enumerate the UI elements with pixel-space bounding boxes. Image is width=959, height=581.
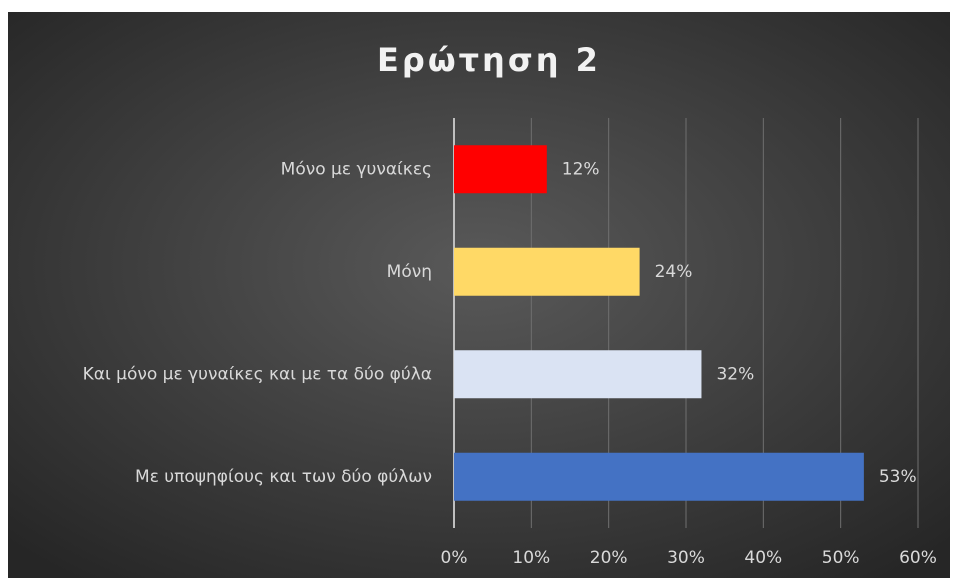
- y-tick-label: Με υποψηφίους και των δύο φύλων: [135, 467, 432, 487]
- chart-title: Ερώτηση 2: [377, 41, 601, 79]
- x-tick-label: 20%: [590, 548, 628, 568]
- y-tick-label: Και μόνο με γυναίκες και με τα δύο φύλα: [83, 364, 432, 384]
- y-tick-label: Μόνη: [387, 262, 432, 282]
- data-label: 32%: [716, 364, 754, 384]
- bar: [454, 350, 702, 399]
- x-tick-label: 50%: [822, 548, 860, 568]
- bar: [454, 247, 640, 296]
- y-tick-label: Μόνο με γυναίκες: [281, 159, 432, 179]
- x-tick-label: 40%: [744, 548, 782, 568]
- x-tick-label: 30%: [667, 548, 705, 568]
- data-label: 53%: [879, 467, 917, 487]
- x-tick-label: 0%: [441, 548, 468, 568]
- x-tick-label: 10%: [512, 548, 550, 568]
- bar: [454, 452, 864, 501]
- x-tick-label: 60%: [899, 548, 937, 568]
- bar: [454, 145, 547, 194]
- data-label: 24%: [655, 262, 693, 282]
- data-label: 12%: [562, 159, 600, 179]
